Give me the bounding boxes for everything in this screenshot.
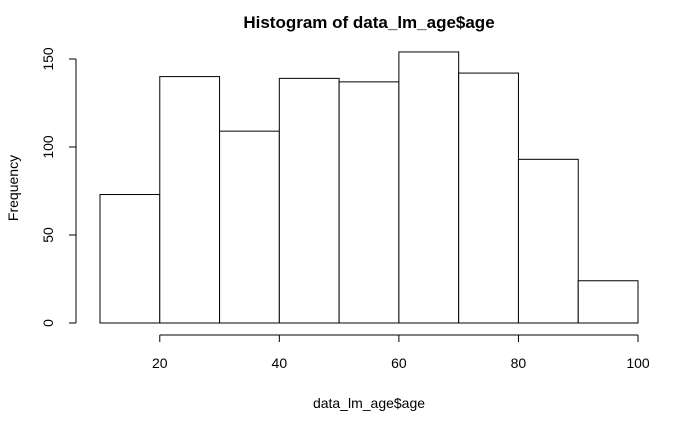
histogram-bar-0 — [99, 194, 161, 324]
histogram-bar-7 — [517, 158, 579, 324]
y-axis: 0 50 100 150 — [40, 47, 77, 327]
x-axis-label: data_lm_age$age — [313, 395, 425, 411]
y-tick-label-50: 50 — [40, 227, 56, 243]
x-tick-label-100: 100 — [626, 355, 650, 371]
histogram-bar-3 — [278, 77, 340, 324]
x-axis: 20 40 60 80 100 — [152, 334, 650, 371]
bars-group — [99, 51, 639, 324]
chart-title: Histogram of data_lm_age$age — [243, 13, 494, 32]
y-tick-label-150: 150 — [40, 47, 56, 71]
histogram-bar-5 — [398, 51, 460, 324]
x-tick-label-20: 20 — [152, 355, 168, 371]
x-tick-label-60: 60 — [391, 355, 407, 371]
x-tick-label-40: 40 — [272, 355, 288, 371]
histogram-bar-1 — [159, 76, 221, 324]
y-tick-label-100: 100 — [40, 135, 56, 159]
histogram-bar-4 — [338, 81, 400, 324]
histogram-bar-6 — [458, 72, 519, 324]
x-tick-label-80: 80 — [511, 355, 527, 371]
histogram-bar-2 — [219, 130, 280, 324]
y-axis-label: Frequency — [5, 155, 21, 221]
histogram-bar-8 — [577, 280, 639, 324]
y-tick-label-0: 0 — [40, 319, 56, 327]
